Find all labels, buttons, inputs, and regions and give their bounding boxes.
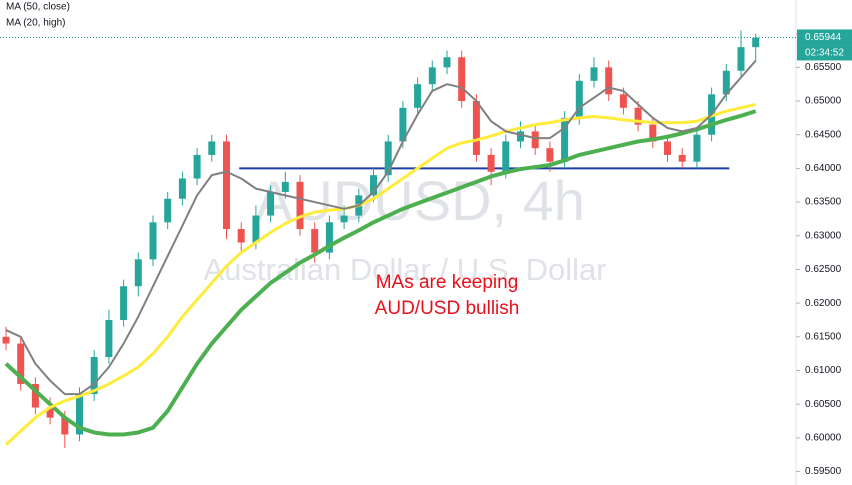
candle-body — [120, 286, 128, 320]
candle-body — [208, 141, 216, 155]
y-tick-label: 0.60500 — [805, 399, 842, 410]
y-tick-label: 0.60000 — [805, 432, 842, 443]
last-price-tag — [797, 29, 852, 46]
candle-body — [399, 107, 407, 142]
countdown-tag — [797, 45, 852, 61]
candle-body — [634, 107, 642, 125]
y-tick-label: 0.64000 — [805, 163, 842, 174]
candle-body — [517, 131, 524, 142]
y-tick-label: 0.62500 — [805, 264, 842, 275]
y-tick-label: 0.63000 — [805, 230, 842, 241]
y-tick-label: 0.65000 — [805, 96, 842, 107]
candle-body — [428, 67, 436, 85]
candle-body — [164, 198, 172, 223]
moving-average — [5, 59, 757, 396]
y-tick-label: 0.61500 — [805, 331, 842, 342]
candle-body — [619, 94, 627, 108]
annotation: MAs are keeping — [376, 272, 519, 293]
candle-body — [414, 84, 422, 108]
candle-body — [472, 101, 480, 155]
candle-body — [193, 154, 201, 179]
candle-body — [737, 47, 745, 71]
legend-entry: MA (20, high) — [6, 18, 65, 29]
candle-body — [664, 141, 671, 155]
candle-body — [590, 67, 598, 81]
candle-body — [281, 181, 289, 192]
candle-body — [546, 148, 554, 162]
last-price-label: 0.65944 — [805, 32, 842, 43]
y-tick-label: 0.63500 — [805, 197, 842, 208]
candle-body — [487, 154, 495, 172]
candle-body — [178, 178, 186, 199]
candle-body — [31, 383, 39, 408]
candle-body — [46, 407, 54, 418]
candle-body — [90, 357, 98, 395]
candle-body — [693, 134, 701, 162]
candle-body — [370, 175, 377, 196]
candle-body — [443, 57, 451, 68]
y-tick-label: 0.59500 — [805, 466, 842, 477]
candle-body — [134, 259, 142, 287]
candle-body — [678, 154, 686, 162]
candle-body — [722, 70, 730, 95]
annotation: AUD/USD bullish — [375, 298, 520, 319]
candle-body — [2, 336, 10, 344]
candle-body — [561, 117, 569, 162]
candle-body — [340, 215, 348, 223]
y-tick-label: 0.64500 — [805, 129, 842, 140]
moving-average — [4, 102, 757, 446]
candle-body — [325, 222, 333, 253]
candle-body — [311, 229, 319, 253]
candle-body — [296, 181, 304, 230]
candle-body — [752, 37, 760, 48]
candle-body — [384, 141, 392, 176]
candle-body — [149, 222, 157, 260]
candle-body — [267, 191, 275, 216]
candle-body — [458, 57, 466, 102]
candle-body — [237, 229, 245, 243]
legend-entry: MA (50, close) — [6, 2, 70, 13]
candle-body — [531, 131, 539, 149]
y-tick-label: 0.61000 — [805, 365, 842, 376]
y-tick-label: 0.62000 — [805, 298, 842, 309]
candle-body — [61, 417, 69, 435]
candle-body — [252, 215, 260, 243]
candle-body — [76, 394, 83, 435]
candle-body — [105, 319, 113, 358]
candle-body — [502, 141, 510, 172]
y-tick-label: 0.65500 — [805, 62, 842, 73]
candle-body — [649, 124, 657, 142]
candle-body — [17, 343, 25, 384]
candle-body — [223, 141, 230, 230]
candle-body — [605, 67, 613, 95]
moving-average — [4, 109, 757, 437]
candle-body — [575, 80, 583, 118]
countdown-label: 02:34:52 — [805, 48, 844, 59]
